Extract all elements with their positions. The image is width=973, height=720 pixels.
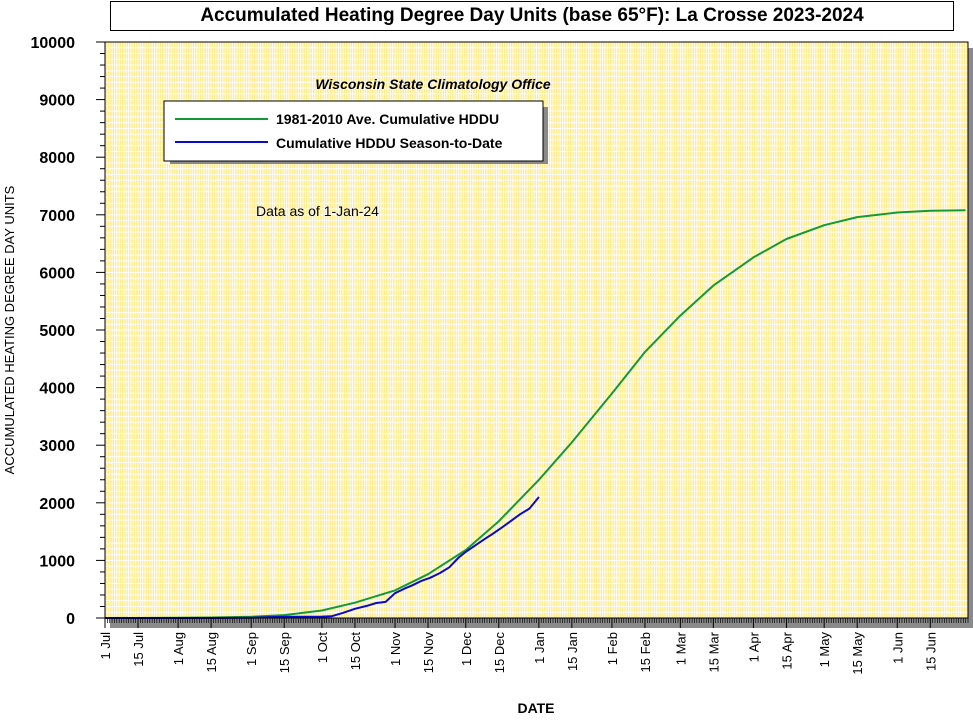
x-tick-label: 15 Feb bbox=[638, 632, 653, 672]
y-tick-label: 2000 bbox=[39, 496, 75, 513]
x-tick-label: 15 May bbox=[850, 632, 865, 675]
y-axis: 0 1000 2000 3000 4000 5000 6000 7000 8000 9000 100… bbox=[31, 35, 105, 628]
x-tick-label: 15 Jan bbox=[565, 632, 580, 671]
series-line-season bbox=[105, 496, 540, 619]
chart-subtitle: Wisconsin State Climatology Office bbox=[315, 76, 551, 92]
x-tick-label: 1 Jan bbox=[532, 632, 547, 664]
x-tick-label: 1 May bbox=[817, 632, 832, 668]
legend: 1981-2010 Ave. Cumulative HDDU Cumulativ… bbox=[163, 100, 548, 164]
chart-title: Accumulated Heating Degree Day Units (ba… bbox=[200, 5, 864, 26]
x-tick-label: 15 Mar bbox=[706, 631, 721, 672]
y-tick-label: 6000 bbox=[39, 265, 75, 282]
y-tick-label: 4000 bbox=[39, 381, 75, 398]
x-tick-label: 15 Jun bbox=[923, 632, 938, 671]
series-line-average bbox=[104, 209, 966, 619]
legend-box bbox=[163, 100, 544, 162]
series-lines bbox=[104, 209, 966, 619]
x-tick-label: 1 Apr bbox=[746, 631, 761, 662]
x-tick-label: 15 Apr bbox=[779, 631, 794, 669]
data-date-annotation: Data as of 1-Jan-24 bbox=[256, 203, 379, 219]
x-tick-label: 15 Sep bbox=[277, 632, 292, 673]
x-tick-label: 1 Jun bbox=[890, 632, 905, 664]
y-tick-label: 5000 bbox=[39, 323, 75, 340]
y-tick-label: 7000 bbox=[39, 208, 75, 225]
y-tick-label: 3000 bbox=[39, 438, 75, 455]
x-axis-label: DATE bbox=[517, 700, 554, 716]
x-axis: 1 Jul 15 Jul 1 Aug 15 Aug 1 Sep 15 Sep 1 Oct 15… bbox=[98, 618, 969, 675]
x-tick-label: 15 Dec bbox=[492, 632, 507, 674]
y-axis-label: ACCUMULATED HEATING DEGREE DAY UNITS bbox=[2, 185, 17, 474]
y-tick-label: 0 bbox=[66, 611, 75, 628]
x-tick-label: 1 Nov bbox=[388, 632, 403, 666]
x-tick-label: 1 Oct bbox=[315, 632, 330, 663]
y-tick-label: 10000 bbox=[31, 35, 76, 52]
y-tick-label: 9000 bbox=[39, 93, 75, 110]
x-tick-label: 15 Jul bbox=[131, 632, 146, 667]
x-tick-label: 1 Jul bbox=[98, 632, 113, 660]
x-tick-label: 1 Sep bbox=[244, 632, 259, 666]
x-tick-label: 15 Aug bbox=[204, 632, 219, 673]
x-tick-label: 1 Feb bbox=[605, 632, 620, 665]
y-tick-label: 1000 bbox=[39, 553, 75, 570]
chart-title-box: Accumulated Heating Degree Day Units (ba… bbox=[110, 1, 954, 31]
x-tick-label: 1 Dec bbox=[459, 632, 474, 666]
legend-label-season: Cumulative HDDU Season-to-Date bbox=[276, 135, 503, 151]
legend-label-average: 1981-2010 Ave. Cumulative HDDU bbox=[276, 111, 499, 127]
x-tick-label: 15 Nov bbox=[421, 632, 436, 674]
x-tick-label: 1 Aug bbox=[171, 632, 186, 665]
x-tick-label: 1 Mar bbox=[673, 631, 688, 665]
x-tick-label: 15 Oct bbox=[348, 632, 363, 671]
y-tick-label: 8000 bbox=[39, 150, 75, 167]
